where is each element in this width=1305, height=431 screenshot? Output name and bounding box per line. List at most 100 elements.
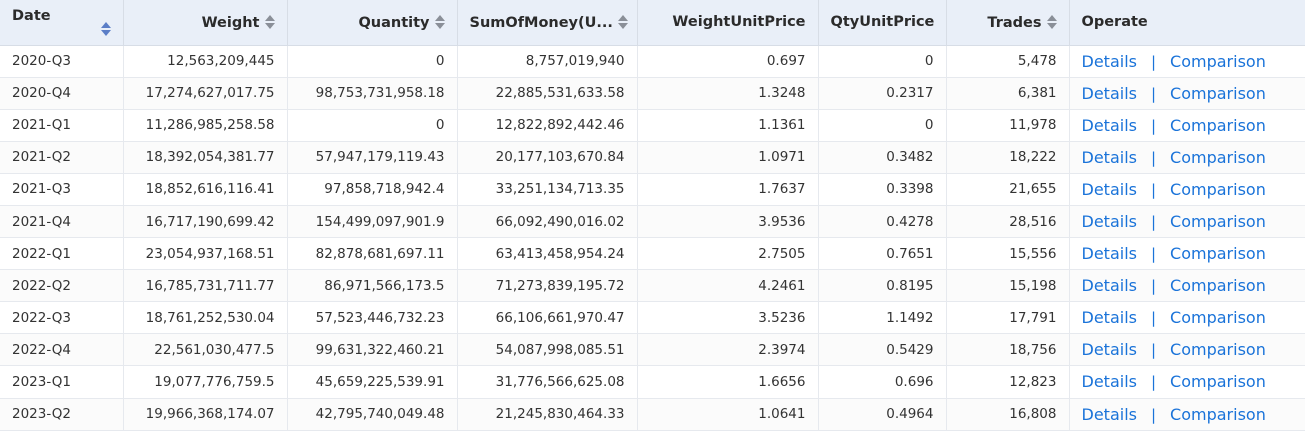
cell-weight-unit-price: 2.7505 [637,237,819,271]
cell-weight-unit-price: 1.3248 [637,77,819,110]
comparison-link[interactable]: Comparison [1170,115,1266,135]
comparison-link[interactable]: Comparison [1170,51,1266,71]
comparison-link[interactable]: Comparison [1170,372,1266,392]
cell-sum-of-money: 63,413,458,954.24 [457,237,638,271]
cell-date: 2021-Q1 [0,109,124,142]
cell-sum-of-money: 20,177,103,670.84 [457,141,638,174]
cell-quantity: 0 [287,109,458,142]
details-link[interactable]: Details [1081,115,1137,135]
cell-date: 2021-Q2 [0,141,124,174]
table-body: 2020-Q3 12,563,209,445 0 8,757,019,940 0.697… [0,45,1305,431]
cell-trades: 15,556 [946,237,1070,271]
comparison-link[interactable]: Comparison [1170,147,1266,167]
cell-qty-unit-price: 0.5429 [818,333,947,367]
sort-arrows-icon[interactable] [434,14,445,30]
cell-weight-unit-price: 1.6656 [637,365,819,399]
cell-weight-unit-price: 1.0641 [637,398,819,431]
cell-trades: 5,478 [946,45,1070,78]
details-link[interactable]: Details [1081,147,1137,167]
cell-sum-of-money: 22,885,531,633.58 [457,77,638,110]
comparison-link[interactable]: Comparison [1170,276,1266,296]
cell-operate: Details | Comparison [1069,237,1305,271]
comparison-link[interactable]: Comparison [1170,308,1266,328]
sort-arrows-icon[interactable] [617,14,628,30]
link-separator: | [1150,52,1157,71]
comparison-link[interactable]: Comparison [1170,83,1266,103]
cell-trades: 18,222 [946,141,1070,174]
details-link[interactable]: Details [1081,404,1137,424]
cell-operate: Details | Comparison [1069,301,1305,335]
column-header-weight-unit-price: WeightUnitPrice [637,0,819,46]
details-link[interactable]: Details [1081,212,1137,232]
table-row: 2022-Q3 18,761,252,530.04 57,523,446,732.2… [0,301,1305,335]
sort-arrows-icon[interactable] [264,14,275,30]
cell-qty-unit-price: 0.3482 [818,141,947,174]
sort-arrows-icon[interactable] [1046,14,1057,30]
cell-quantity: 154,499,097,901.9 [287,205,458,239]
cell-quantity: 97,858,718,942.4 [287,173,458,206]
cell-qty-unit-price: 0.2317 [818,77,947,110]
cell-trades: 28,516 [946,205,1070,239]
cell-trades: 18,756 [946,333,1070,367]
column-header-sum-of-money[interactable]: SumOfMoney(U... [457,0,638,46]
cell-quantity: 45,659,225,539.91 [287,365,458,399]
column-header-quantity[interactable]: Quantity [287,0,458,46]
cell-weight: 19,966,368,174.07 [123,398,288,431]
details-link[interactable]: Details [1081,179,1137,199]
cell-quantity: 98,753,731,958.18 [287,77,458,110]
details-link[interactable]: Details [1081,372,1137,392]
cell-weight-unit-price: 1.7637 [637,173,819,206]
table-row: 2020-Q3 12,563,209,445 0 8,757,019,940 0.697… [0,45,1305,78]
cell-operate: Details | Comparison [1069,398,1305,431]
column-header-operate: Operate [1069,0,1305,46]
cell-operate: Details | Comparison [1069,333,1305,367]
cell-trades: 11,978 [946,109,1070,142]
cell-qty-unit-price: 0.696 [818,365,947,399]
cell-operate: Details | Comparison [1069,109,1305,142]
link-separator: | [1150,373,1157,392]
cell-trades: 12,823 [946,365,1070,399]
cell-sum-of-money: 8,757,019,940 [457,45,638,78]
sort-arrows-icon[interactable] [100,21,111,37]
cell-weight-unit-price: 2.3974 [637,333,819,367]
cell-qty-unit-price: 0 [818,109,947,142]
cell-quantity: 82,878,681,697.11 [287,237,458,271]
cell-weight: 16,785,731,711.77 [123,269,288,303]
cell-date: 2023-Q2 [0,398,124,431]
cell-date: 2022-Q1 [0,237,124,271]
column-header-trades[interactable]: Trades [946,0,1070,46]
details-link[interactable]: Details [1081,276,1137,296]
details-link[interactable]: Details [1081,340,1137,360]
column-header-label: Weight [201,14,260,31]
cell-date: 2022-Q4 [0,333,124,367]
column-header-label: Date [12,7,51,24]
details-link[interactable]: Details [1081,244,1137,264]
cell-operate: Details | Comparison [1069,365,1305,399]
details-link[interactable]: Details [1081,308,1137,328]
cell-weight-unit-price: 1.1361 [637,109,819,142]
comparison-link[interactable]: Comparison [1170,244,1266,264]
link-separator: | [1150,180,1157,199]
cell-weight: 18,392,054,381.77 [123,141,288,174]
column-header-weight[interactable]: Weight [123,0,288,46]
column-header-label: WeightUnitPrice [672,14,806,31]
cell-weight-unit-price: 0.697 [637,45,819,78]
details-link[interactable]: Details [1081,83,1137,103]
details-link[interactable]: Details [1081,51,1137,71]
comparison-link[interactable]: Comparison [1170,404,1266,424]
link-separator: | [1150,341,1157,360]
cell-qty-unit-price: 0.4964 [818,398,947,431]
comparison-link[interactable]: Comparison [1170,179,1266,199]
cell-weight-unit-price: 3.9536 [637,205,819,239]
table-row: 2021-Q4 16,717,190,699.42 154,499,097,901.… [0,205,1305,239]
comparison-link[interactable]: Comparison [1170,340,1266,360]
cell-weight: 12,563,209,445 [123,45,288,78]
cell-date: 2021-Q4 [0,205,124,239]
cell-weight: 16,717,190,699.42 [123,205,288,239]
cell-weight: 22,561,030,477.5 [123,333,288,367]
cell-weight: 19,077,776,759.5 [123,365,288,399]
column-header-date[interactable]: Date [0,0,124,46]
comparison-link[interactable]: Comparison [1170,212,1266,232]
cell-qty-unit-price: 0.4278 [818,205,947,239]
